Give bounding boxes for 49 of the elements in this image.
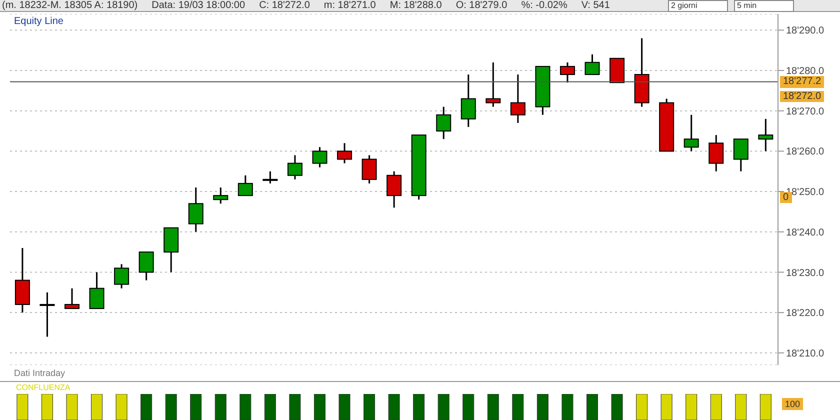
text: Dati Intraday [14, 368, 66, 378]
candlestick [560, 62, 575, 84]
text: 18'272.0 [780, 91, 824, 102]
dropdown-field: 5 min [734, 0, 794, 12]
y-tick-label: 18'290.0 [786, 26, 824, 37]
text: V: 541 [581, 0, 610, 11]
text: m: 18'271.0 [324, 0, 376, 11]
text: Data: 19/03 18:00:00 [152, 0, 246, 11]
candlestick [89, 271, 104, 310]
candlestick [758, 118, 774, 152]
chart-title: Equity Line [14, 16, 64, 27]
candlestick [684, 114, 699, 152]
text: (m. 18232-M. 18305 A: 18190) [2, 0, 138, 11]
candlestick [510, 74, 526, 124]
y-tick-label: 18'280.0 [786, 66, 824, 78]
text: 100 [782, 398, 804, 410]
candlestick [733, 138, 748, 172]
candlestick [584, 54, 600, 76]
y-tick-label: 18'220.0 [786, 308, 824, 320]
text: %: -0.02% [521, 0, 568, 11]
candlestick [114, 263, 130, 290]
y-tick-label: 18'210.0 [786, 348, 824, 360]
candlestick [362, 154, 377, 184]
y-tick-label: 18'270.0 [786, 106, 824, 118]
candlestick [213, 186, 228, 204]
text: 0 [780, 192, 792, 203]
candlestick [486, 62, 501, 108]
candlestick [238, 174, 253, 196]
chart-title: CONFLUENZA [16, 383, 70, 392]
candlestick [40, 292, 55, 338]
candlestick [64, 288, 80, 310]
candlestick [188, 186, 204, 233]
candlestick [262, 170, 278, 184]
candlestick [386, 170, 402, 208]
ref-line-label: 18'277.2 [780, 76, 824, 88]
text: M: 18'288.0 [390, 0, 442, 11]
candlestick [436, 106, 452, 140]
candlestick [337, 142, 352, 164]
dropdown-field: 2 giorni [668, 0, 728, 12]
y-tick-label: 18'230.0 [786, 268, 824, 279]
text: C: 18'272.0 [259, 0, 310, 11]
candlestick [138, 251, 154, 282]
y-tick-label: 18'240.0 [786, 227, 824, 238]
y-tick-label: 18'260.0 [786, 146, 824, 158]
candlestick [708, 134, 724, 172]
candlestick [312, 146, 328, 168]
text: O: 18'279.0 [456, 0, 508, 11]
candlestick [460, 74, 476, 128]
candlestick [287, 154, 302, 180]
